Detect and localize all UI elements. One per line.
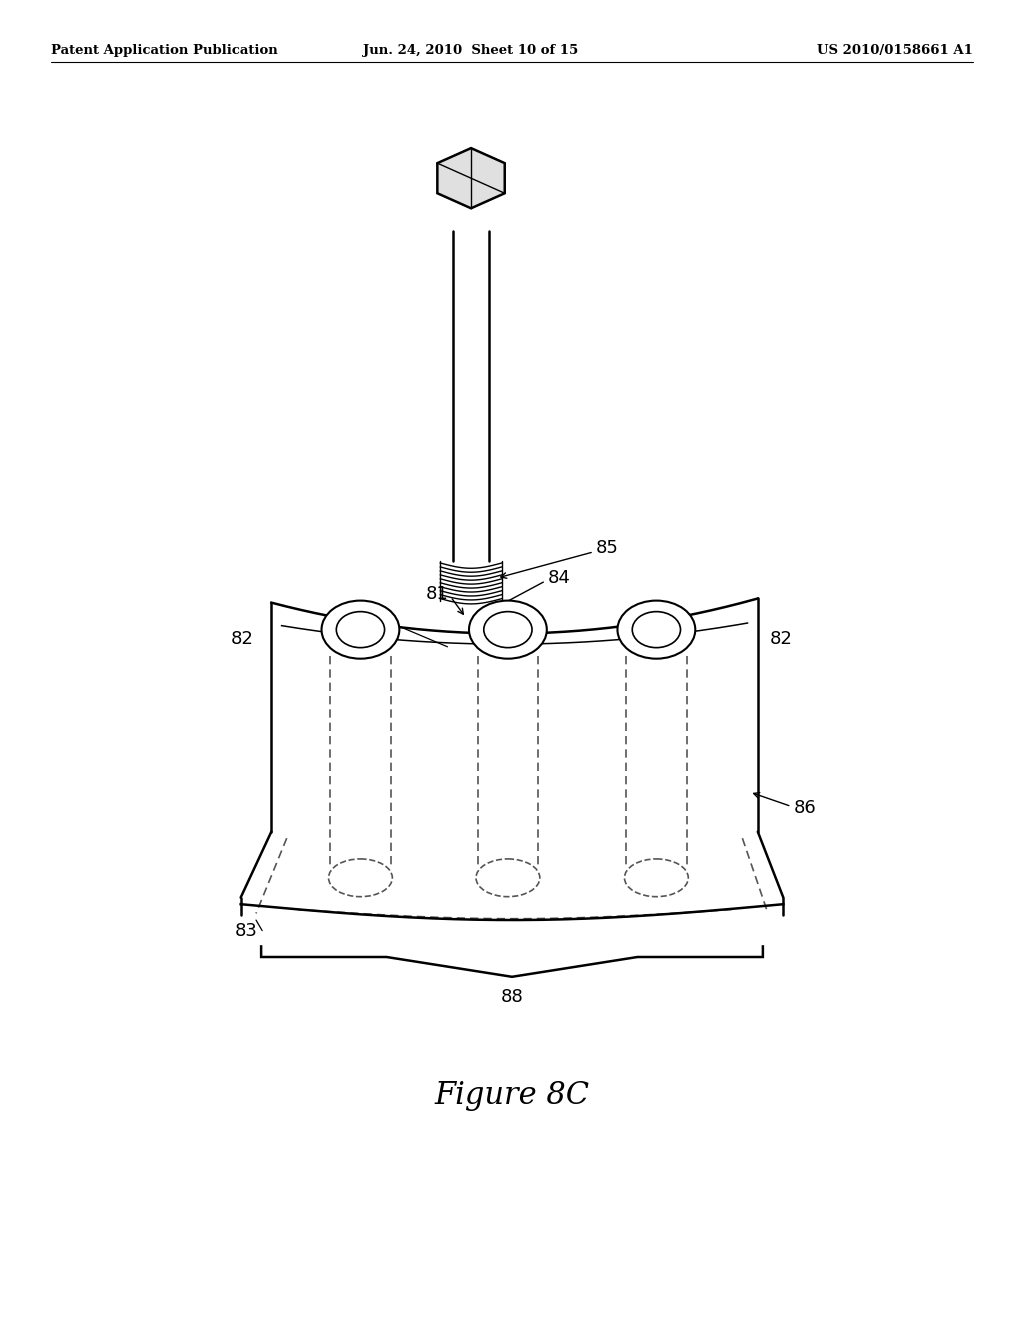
Ellipse shape [617, 601, 695, 659]
Text: US 2010/0158661 A1: US 2010/0158661 A1 [817, 44, 973, 57]
Text: 85: 85 [596, 539, 618, 557]
Text: Patent Application Publication: Patent Application Publication [51, 44, 278, 57]
Text: 82: 82 [231, 630, 254, 648]
Text: Figure 8C: Figure 8C [434, 1080, 590, 1111]
Text: 81: 81 [426, 585, 449, 603]
Ellipse shape [469, 601, 547, 659]
Text: 89: 89 [351, 609, 374, 627]
Text: 82: 82 [770, 630, 793, 648]
Polygon shape [437, 148, 505, 209]
Text: Jun. 24, 2010  Sheet 10 of 15: Jun. 24, 2010 Sheet 10 of 15 [364, 44, 579, 57]
Ellipse shape [632, 611, 681, 648]
Text: 84: 84 [548, 569, 570, 587]
Text: 83: 83 [236, 921, 258, 940]
Ellipse shape [336, 611, 385, 648]
Text: 88: 88 [501, 987, 523, 1006]
Ellipse shape [483, 611, 532, 648]
Ellipse shape [322, 601, 399, 659]
Text: 86: 86 [794, 799, 816, 817]
